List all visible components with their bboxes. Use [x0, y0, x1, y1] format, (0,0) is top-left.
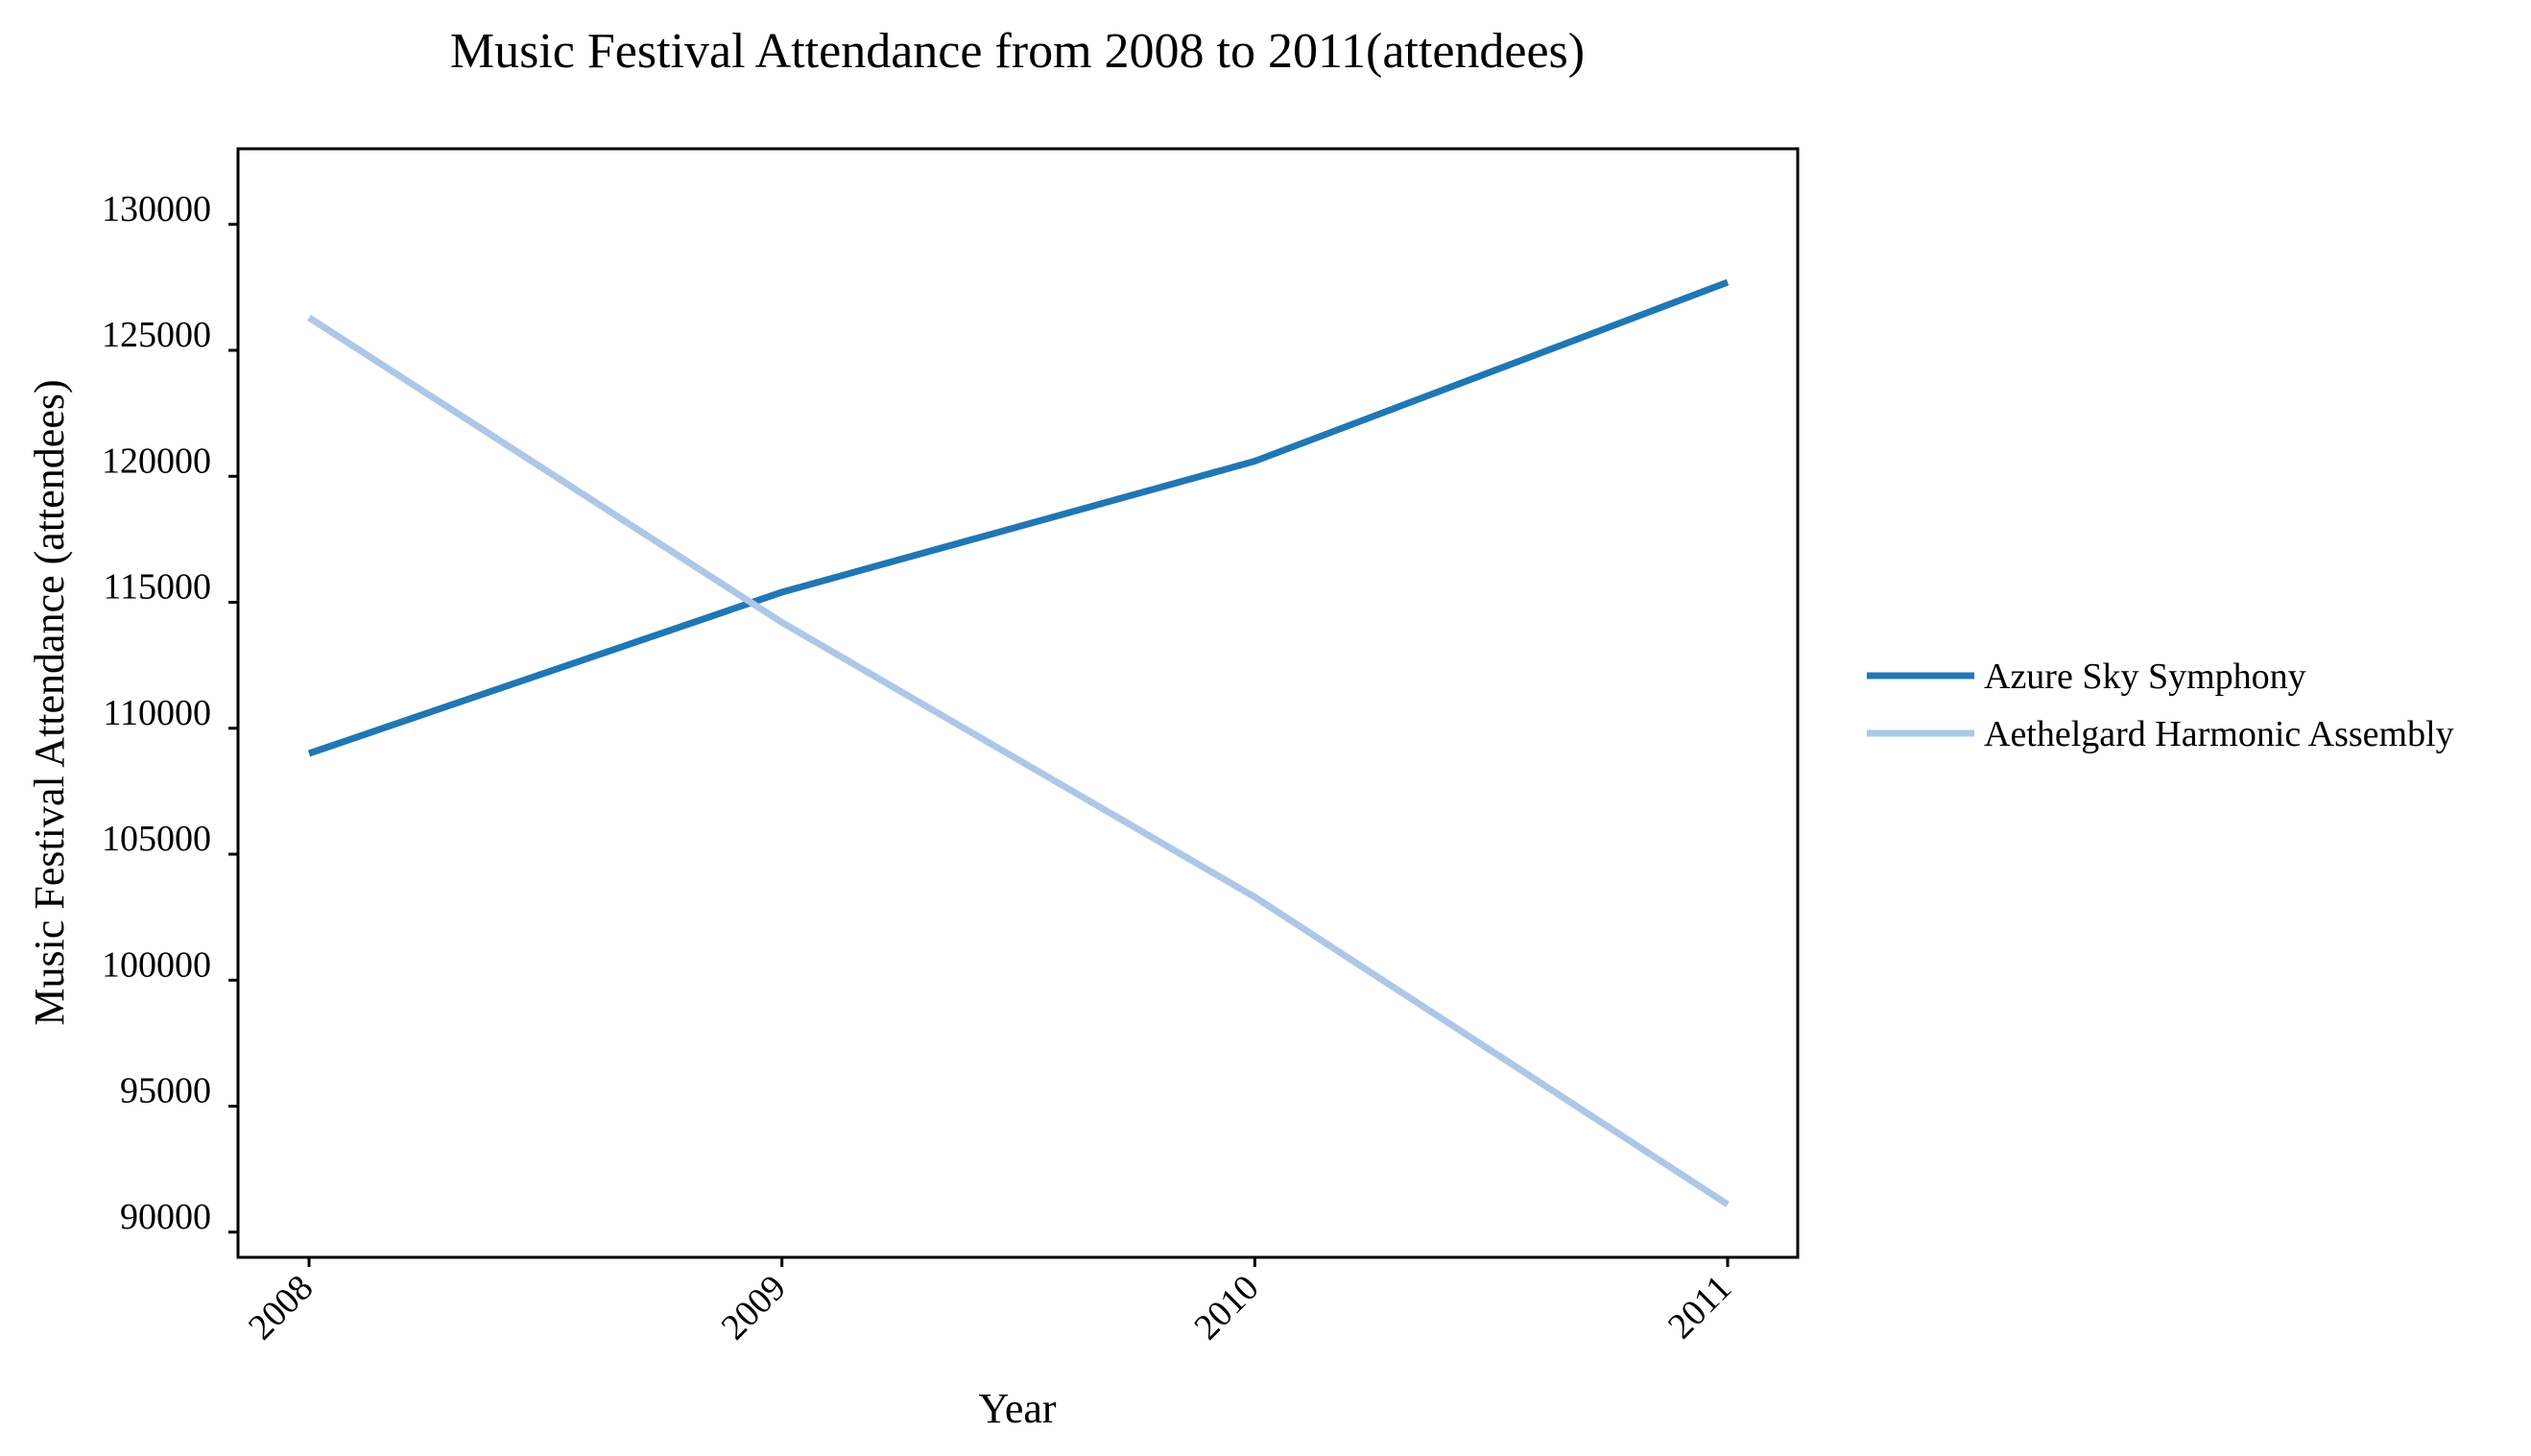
plot-area-frame [236, 147, 1800, 1259]
legend-label: Aethelgard Harmonic Assembly [1984, 714, 2454, 754]
x-tick-label: 2010 [1186, 1268, 1266, 1348]
y-axis: 90000 95000 100000 105000 110000 115000 120000… [102, 189, 238, 1237]
legend: Azure Sky Symphony Aethelgard Harmonic As… [1867, 656, 2454, 754]
y-axis-title: Music Festival Attendance (attendees) [26, 379, 73, 1025]
y-tick-label: 125000 [102, 315, 211, 355]
x-tick-label: 2008 [241, 1268, 321, 1348]
x-axis-title: Year [978, 1385, 1056, 1432]
y-tick-label: 120000 [102, 441, 211, 481]
series-line-2 [307, 314, 1730, 1207]
series-line-1 [307, 278, 1730, 757]
x-tick-label: 2011 [1660, 1268, 1739, 1347]
y-tick-label: 95000 [120, 1071, 211, 1111]
y-tick-label: 110000 [103, 693, 211, 733]
y-tick-label: 100000 [102, 944, 211, 985]
y-tick-label: 105000 [102, 819, 211, 859]
legend-label: Azure Sky Symphony [1984, 656, 2306, 697]
y-tick-label: 90000 [120, 1197, 211, 1237]
y-tick-label: 115000 [103, 567, 211, 608]
x-axis: 2008 2009 2010 2011 [241, 1257, 1739, 1348]
series-lines [307, 278, 1730, 1207]
chart-title: Music Festival Attendance from 2008 to 2… [450, 24, 1585, 79]
x-tick-label: 2009 [714, 1268, 794, 1348]
y-tick-label: 130000 [102, 189, 211, 229]
